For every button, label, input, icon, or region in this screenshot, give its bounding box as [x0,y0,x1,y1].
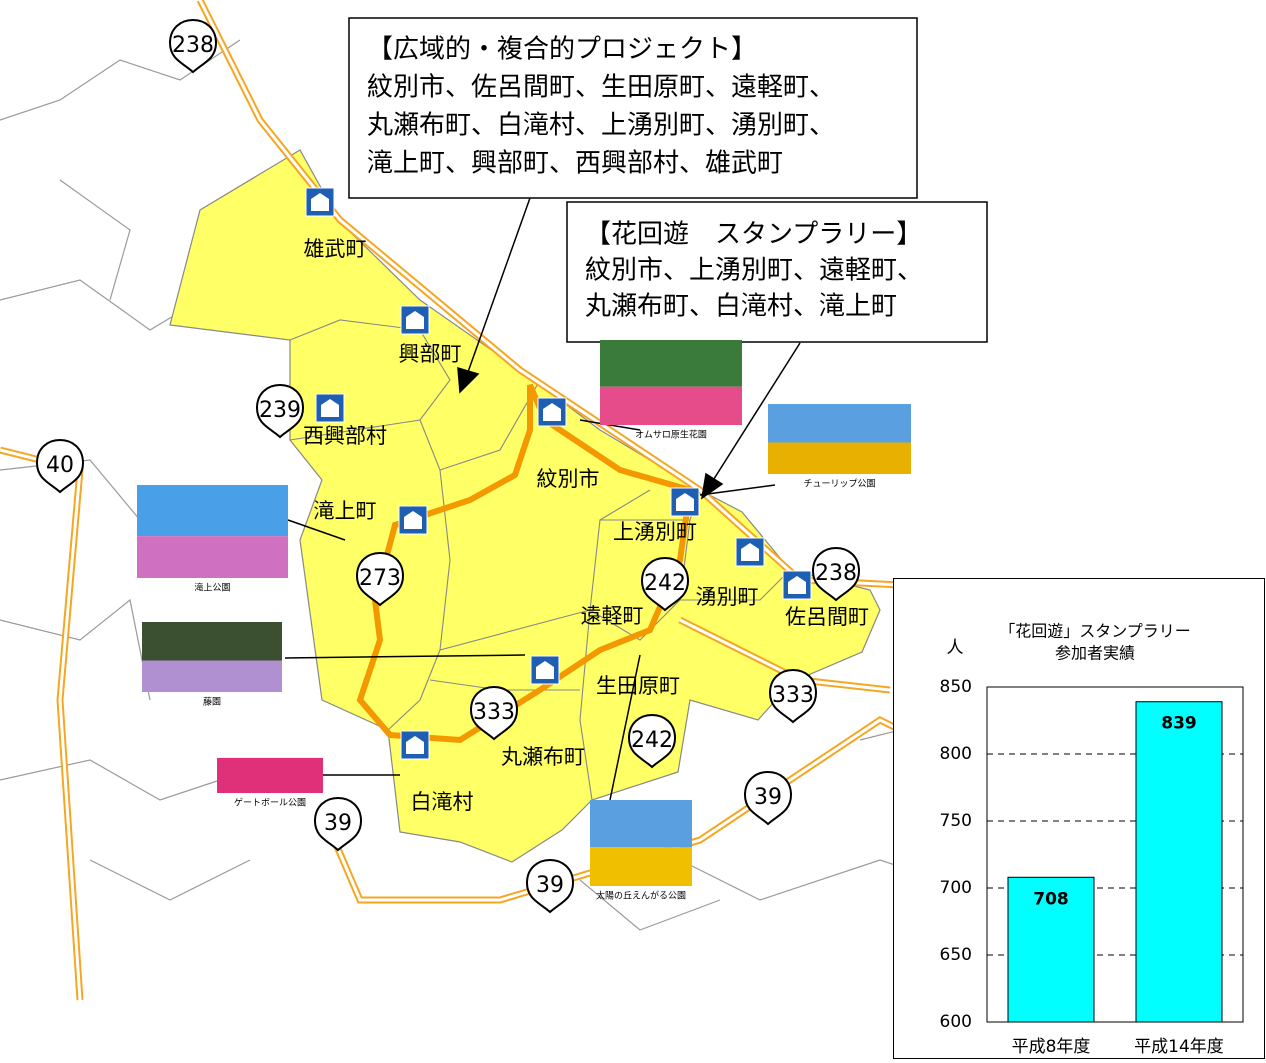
value-label: 708 [1033,889,1069,909]
photo-caption: 太陽の丘えんがる公園 [596,890,686,902]
photo [217,758,323,793]
y-tick-label: 700 [940,878,972,898]
value-label: 839 [1161,714,1197,734]
bar [1136,702,1222,1022]
route-number: 238 [815,561,857,586]
chart-title: 参加者実績 [1055,644,1135,663]
photo-caption: 藤園 [203,696,221,708]
town-label: 湧別町 [696,585,759,609]
town-label: 西興部村 [303,424,387,448]
chart-title: 「花回遊」スタンプラリー [999,622,1191,641]
route-number: 238 [172,33,214,58]
photo [142,661,282,693]
route-number: 40 [46,453,74,478]
photo [590,800,692,847]
town-label: 滝上町 [314,499,377,523]
callout-title: 【広域的・複合的プロジェクト】 [367,35,757,65]
photo [600,340,742,387]
route-number: 242 [631,728,673,753]
photo [142,622,282,661]
town-label: 紋別市 [537,467,600,491]
photo [590,847,692,886]
photo-caption: オムサロ原生花園 [635,429,707,441]
photo [768,443,911,475]
y-tick-label: 650 [940,945,972,965]
photo-caption: チューリップ公園 [803,479,875,490]
x-tick-label: 平成14年度 [1134,1037,1224,1057]
route-number: 239 [259,398,301,423]
callout-line: 紋別市、佐呂間町、生田原町、遠軽町、 [367,73,835,103]
y-tick-label: 600 [940,1012,972,1032]
photo [217,715,323,758]
callout-line: 丸瀬布町、白滝村、滝上町 [585,292,897,322]
callout-line: 滝上町、興部町、西興部村、雄武町 [367,149,783,179]
photo [600,387,742,425]
y-axis-label: 人 [947,638,964,658]
town-label: 遠軽町 [581,604,644,628]
callout-line: 丸瀬布町、白滝村、上湧別町、湧別町、 [367,111,835,141]
photo [137,536,288,578]
town-label: 上湧別町 [613,520,697,544]
town-label: 雄武町 [304,237,367,261]
y-tick-label: 750 [940,811,972,831]
town-label: 生田原町 [596,674,680,698]
callout-title: 【花回遊 スタンプラリー】 [585,220,922,250]
town-label: 丸瀬布町 [501,745,585,769]
route-number: 39 [324,811,352,836]
town-label: 佐呂間町 [785,605,869,629]
route-number: 242 [644,571,686,596]
photo [137,485,288,536]
route-number: 273 [359,566,401,591]
y-tick-label: 800 [940,744,972,764]
callout-line: 紋別市、上湧別町、遠軽町、 [585,256,923,286]
photo-caption: ゲートボール公園 [234,797,306,809]
y-tick-label: 850 [940,677,972,697]
route-number: 333 [772,683,814,708]
town-label: 興部町 [399,342,462,366]
route-number: 39 [754,785,782,810]
photo [768,404,911,443]
route-number: 333 [473,700,515,725]
photo-caption: 滝上公園 [194,583,230,594]
town-label: 白滝村 [411,790,474,814]
x-tick-label: 平成8年度 [1012,1037,1091,1057]
page: 【広域的・複合的プロジェクト】紋別市、佐呂間町、生田原町、遠軽町、丸瀬布町、白滝… [0,0,1266,1059]
route-number: 39 [536,873,564,898]
